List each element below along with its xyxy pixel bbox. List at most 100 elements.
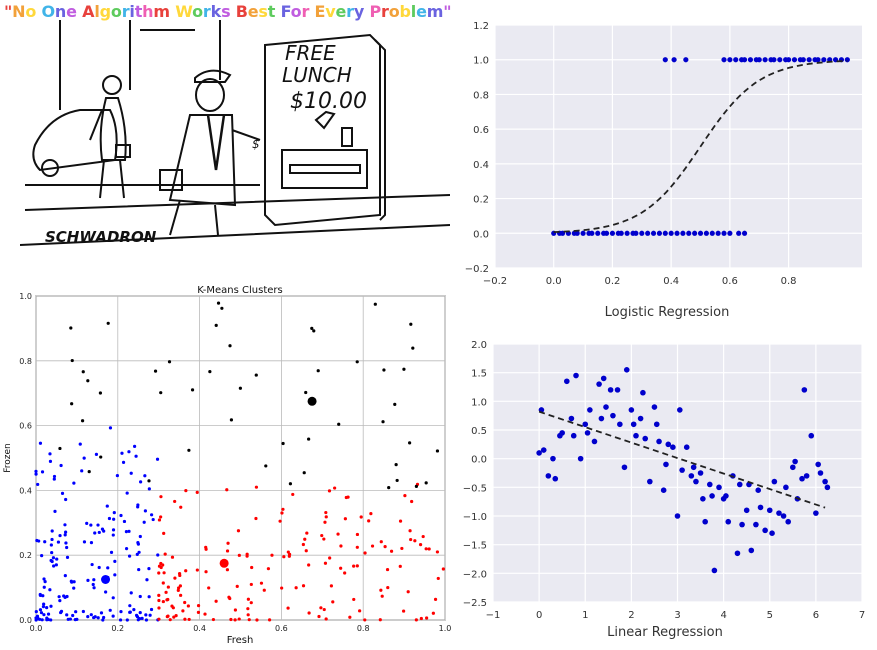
kmeans-point-red: [254, 485, 259, 489]
kmeans-point-blue: [129, 591, 133, 595]
kmeans-point-red: [170, 555, 175, 559]
kmeans-point-blue: [138, 594, 142, 599]
kmeans-point-blue: [49, 618, 53, 622]
banner-char: ": [443, 2, 452, 21]
kmeans-point-blue: [108, 608, 112, 612]
kmeans-point-blue: [56, 540, 61, 544]
banner-char: o: [25, 2, 37, 21]
kmeans-point-blue: [59, 609, 64, 613]
linear-point: [748, 547, 755, 554]
kmeans-point-black: [70, 402, 74, 406]
linear-ytick-label: 1.0: [471, 397, 487, 408]
kmeans-point-red: [203, 612, 207, 616]
linear-point: [711, 567, 718, 574]
kmeans-point-red: [184, 569, 188, 573]
kmeans-point-red: [441, 567, 445, 571]
kmeans-point-black: [310, 326, 314, 330]
kmeans-point-black: [80, 419, 85, 423]
linear-point: [783, 484, 789, 491]
banner-char: r: [202, 2, 211, 21]
linear-xtick-label: 1: [582, 610, 588, 621]
kmeans-point-red: [400, 546, 404, 551]
logistic-point-class0: [686, 230, 692, 236]
linear-point: [568, 415, 575, 422]
kmeans-point-red: [176, 588, 180, 592]
kmeans-point-blue: [38, 617, 42, 621]
logistic-point-class1: [844, 57, 850, 63]
kmeans-point-black: [409, 322, 413, 326]
kmeans-point-blue: [127, 450, 131, 454]
kmeans-point-black: [216, 301, 221, 305]
kmeans-point-red: [187, 617, 191, 622]
kmeans-point-red: [385, 567, 390, 572]
kmeans-point-blue: [42, 602, 46, 606]
kmeans-ytick-label: 1.0: [19, 292, 32, 301]
kmeans-plot-area: [35, 295, 446, 621]
logistic-point-class0: [633, 230, 639, 236]
logistic-point-class0: [603, 230, 610, 236]
linear-xtick-label: 0: [536, 610, 542, 621]
linear-point: [697, 470, 704, 476]
kmeans-point-blue: [91, 582, 95, 587]
kmeans-point-blue: [41, 605, 46, 609]
kmeans-point-blue: [96, 616, 100, 620]
kmeans-point-black: [159, 391, 163, 395]
kmeans-point-black: [86, 379, 90, 383]
linear-ytick-label: −2.0: [463, 569, 487, 580]
kmeans-point-blue: [58, 533, 62, 538]
kmeans-point-red: [162, 571, 166, 575]
kmeans-point-red: [336, 532, 340, 536]
kmeans-point-blue: [43, 540, 47, 544]
kmeans-point-red: [173, 499, 177, 504]
kmeans-point-red: [179, 505, 183, 509]
kmeans-point-red: [286, 606, 290, 610]
kmeans-point-blue: [72, 580, 76, 584]
kmeans-point-red: [237, 617, 241, 621]
linear-point: [630, 421, 637, 428]
banner-char: s: [221, 2, 231, 21]
linear-point: [559, 430, 565, 436]
kmeans-point-red: [165, 598, 169, 602]
kmeans-point-red: [359, 515, 363, 519]
kmeans-point-blue: [137, 567, 141, 572]
linear-point: [674, 513, 681, 519]
kmeans-point-blue: [34, 472, 38, 476]
kmeans-point-blue: [51, 556, 56, 560]
kmeans-point-black: [395, 478, 399, 483]
banner-char: g: [99, 2, 111, 21]
kmeans-point-black: [214, 323, 218, 327]
kmeans-point-black: [414, 484, 419, 488]
kmeans-point-blue: [106, 566, 110, 570]
kmeans-point-red: [233, 608, 238, 612]
kmeans-point-blue: [119, 513, 123, 518]
kmeans-point-blue: [120, 451, 124, 455]
linear-point: [813, 510, 819, 516]
kmeans-point-blue: [38, 441, 43, 445]
kmeans-point-blue: [102, 615, 106, 620]
linear-chart: Linear Regression −1 0 1 2 3 4 5 6 7 −2.5 −2.0 −1.5…: [463, 340, 865, 640]
kmeans-point-red: [157, 564, 162, 568]
kmeans-point-blue: [43, 580, 47, 584]
banner-char: l: [94, 2, 100, 21]
kmeans-point-red: [322, 537, 326, 541]
linear-point: [769, 530, 775, 536]
kmeans-point-blue: [112, 511, 116, 515]
linear-point: [771, 478, 778, 485]
linear-point: [808, 432, 815, 439]
kmeans-point-red: [214, 599, 218, 603]
kmeans-point-blue: [129, 471, 133, 475]
kmeans-point-blue: [52, 477, 56, 481]
kmeans-point-blue: [86, 578, 90, 582]
kmeans-ytick-label: 0.0: [19, 616, 32, 625]
kmeans-point-red: [403, 494, 407, 498]
cartoon-signature: SCHWADRON: [45, 228, 157, 246]
kmeans-point-red: [424, 547, 428, 551]
banner-char: o: [290, 2, 302, 21]
kmeans-ytick-label: 0.8: [19, 357, 32, 366]
banner-char: h: [142, 2, 154, 21]
kmeans-point-blue: [122, 519, 127, 524]
banner-char: l: [410, 2, 417, 21]
banner-char: E: [314, 2, 326, 21]
kmeans-point-black: [316, 369, 320, 373]
kmeans-point-blue: [40, 618, 44, 622]
